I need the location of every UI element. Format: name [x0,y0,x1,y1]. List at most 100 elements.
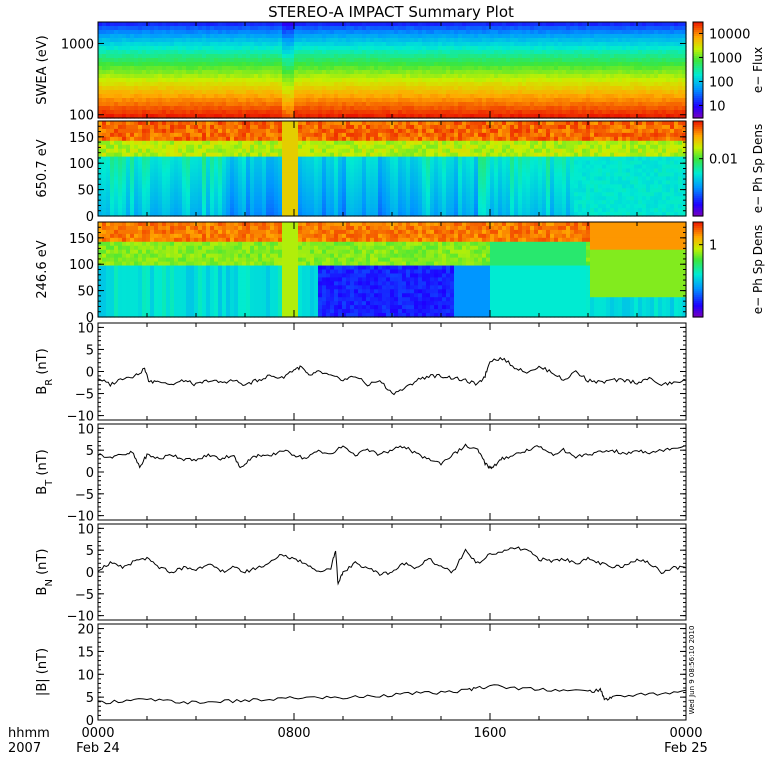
heatmap-cell [126,66,131,71]
heatmap-cell [302,22,307,27]
heatmap-cell [638,102,643,107]
heatmap-cell [158,212,163,217]
heatmap-cell [150,160,155,166]
heatmap-cell [278,86,283,91]
heatmap-cell [246,212,251,217]
heatmap-cell [194,90,199,95]
heatmap-cell [230,94,235,99]
heatmap-cell [322,98,327,103]
heatmap-cell [530,26,535,31]
heatmap-cell [550,22,555,27]
heatmap-cell [290,50,295,55]
heatmap-cell [226,34,231,39]
heatmap-cell [330,106,335,111]
heatmap-cell [338,46,343,51]
heatmap-cell [410,62,415,67]
heatmap-cell [378,30,383,35]
heatmap-cell [334,98,339,103]
heatmap-cell [554,86,559,91]
heatmap-cell [482,54,487,59]
heatmap-cell [402,66,407,71]
heatmap-cell [402,22,407,27]
heatmap-cell [578,102,583,107]
heatmap-cell [394,74,399,79]
heatmap-cell [162,94,167,99]
heatmap-cell [446,94,451,99]
heatmap-cell [162,132,167,138]
heatmap-cell [170,82,175,87]
heatmap-cell [330,34,335,39]
heatmap-cell [274,66,279,71]
heatmap-cell [538,50,543,55]
heatmap-cell [278,212,283,217]
heatmap-cell [286,94,291,99]
heatmap-cell [262,78,267,83]
heatmap-cell [102,152,107,158]
heatmap-cell [162,168,167,174]
heatmap-cell [642,86,647,91]
heatmap-cell [598,62,603,67]
heatmap-cell [442,58,447,63]
heatmap-cell [662,66,667,71]
heatmap-cell [366,90,371,95]
heatmap-cell [578,58,583,63]
heatmap-cell [334,54,339,59]
heatmap-cell [314,22,319,27]
heatmap-cell [550,34,555,39]
heatmap-cell [242,74,247,79]
heatmap-cell [198,176,203,181]
heatmap-cell [442,70,447,75]
heatmap-cell [110,102,115,107]
heatmap-cell [382,98,387,103]
heatmap-cell [278,102,283,107]
heatmap-cell [266,110,271,115]
heatmap-cell [498,34,503,39]
heatmap-cell [602,62,607,67]
heatmap-cell [210,204,215,209]
heatmap-cell [270,124,275,130]
heatmap-cell [118,196,123,201]
heatmap-cell [242,132,247,138]
heatmap-cell [210,82,215,87]
heatmap-cell [150,188,155,193]
heatmap-cell [210,86,215,91]
heatmap-cell [502,94,507,99]
heatmap-cell [594,102,599,107]
heatmap-cell [422,114,427,119]
heatmap-cell [170,196,175,201]
heatmap-cell [462,114,467,119]
heatmap-cell [142,124,147,130]
heatmap-cell [270,184,275,189]
heatmap-cell [518,54,523,59]
heatmap-cell [234,204,239,209]
heatmap-cell [678,102,683,107]
heatmap-cell [350,62,355,67]
heatmap-cell [294,132,299,138]
heatmap-cell [334,82,339,87]
heatmap-cell [250,172,255,178]
heatmap-cell [334,180,339,185]
heatmap-cell [330,54,335,59]
heatmap-cell [122,208,127,213]
heatmap-cell [486,86,491,91]
heatmap-cell [262,152,267,158]
heatmap-cell [474,38,479,43]
heatmap-cell [230,62,235,67]
heatmap-cell [514,30,519,35]
heatmap-cell [102,144,107,150]
heatmap-cell [202,132,207,138]
heatmap-cell [170,180,175,185]
swea-heatmap [98,22,687,119]
heatmap-cell [586,90,591,95]
heatmap-cell [234,136,239,142]
heatmap-cell [118,106,123,111]
heatmap-cell [262,46,267,51]
heatmap-cell [334,172,339,178]
heatmap-cell [122,160,127,166]
heatmap-cell [450,74,455,79]
heatmap-cell [534,66,539,71]
heatmap-cell [338,30,343,35]
heatmap-cell [542,70,547,75]
heatmap-cell [450,22,455,27]
heatmap-cell [142,34,147,39]
